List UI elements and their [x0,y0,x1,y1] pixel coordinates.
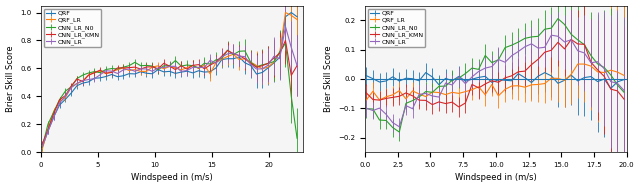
X-axis label: Windspeed in (m/s): Windspeed in (m/s) [131,174,212,182]
Legend: QRF, QRF_LR, CNN_LR_N0, CNN_LR_KMN, CNN_LR: QRF, QRF_LR, CNN_LR_N0, CNN_LR_KMN, CNN_… [44,9,101,47]
Legend: QRF, QRF_LR, CNN_LR_N0, CNN_LR_KMN, CNN_LR: QRF, QRF_LR, CNN_LR_N0, CNN_LR_KMN, CNN_… [368,9,425,47]
X-axis label: Windspeed in (m/s): Windspeed in (m/s) [455,174,537,182]
Y-axis label: Brier Skill Score: Brier Skill Score [6,45,15,112]
Y-axis label: Brier Skill Score: Brier Skill Score [324,45,333,112]
